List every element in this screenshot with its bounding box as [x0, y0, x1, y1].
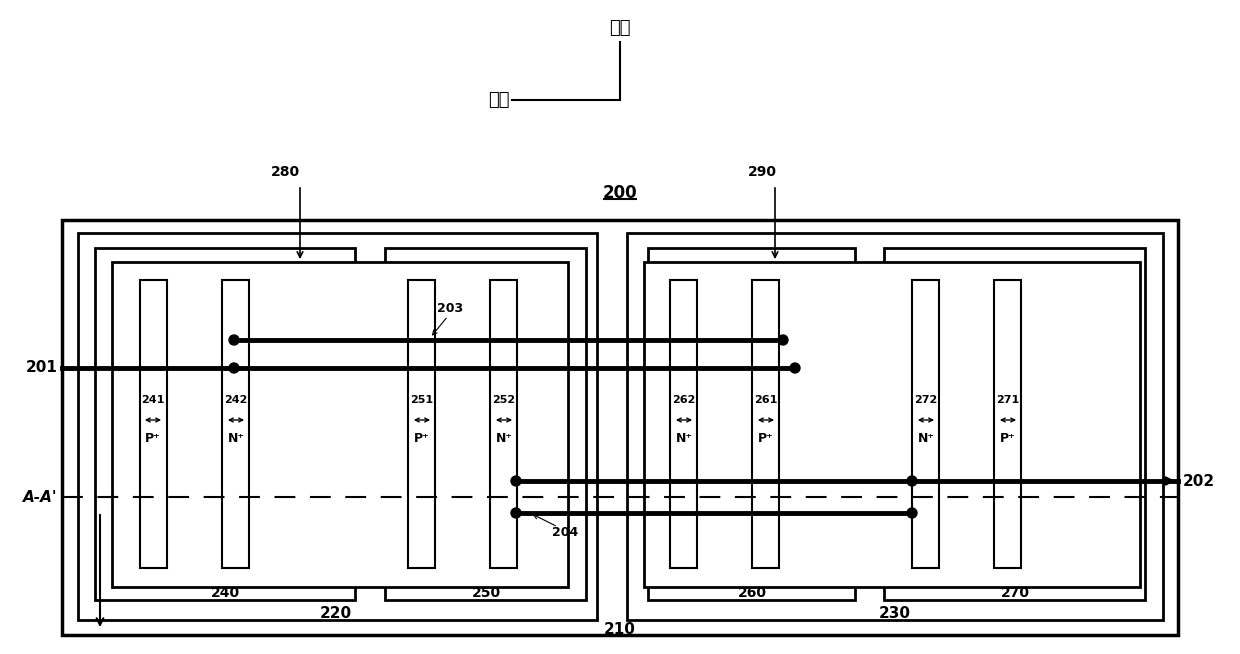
- Text: N⁺: N⁺: [918, 432, 935, 445]
- Text: 200: 200: [603, 184, 637, 202]
- Bar: [140, 280, 167, 568]
- Circle shape: [229, 335, 239, 345]
- Text: 272: 272: [914, 395, 937, 405]
- Circle shape: [511, 508, 521, 518]
- Text: A-A': A-A': [22, 489, 57, 504]
- Circle shape: [906, 508, 918, 518]
- Text: 203: 203: [436, 301, 463, 315]
- Bar: [670, 280, 697, 568]
- Text: 261: 261: [754, 395, 777, 405]
- Text: N⁺: N⁺: [496, 432, 512, 445]
- Bar: [95, 248, 355, 600]
- Circle shape: [790, 363, 800, 373]
- Circle shape: [777, 335, 787, 345]
- Text: 204: 204: [552, 526, 578, 540]
- Text: N⁺: N⁺: [676, 432, 692, 445]
- Text: 280: 280: [270, 165, 300, 179]
- Text: 252: 252: [492, 395, 516, 405]
- Bar: [62, 220, 1178, 635]
- Text: 262: 262: [672, 395, 696, 405]
- Text: 241: 241: [141, 395, 165, 405]
- Text: 纵向: 纵向: [609, 19, 631, 37]
- Text: 260: 260: [738, 586, 766, 600]
- Text: N⁺: N⁺: [227, 432, 244, 445]
- Text: 230: 230: [879, 606, 911, 621]
- Bar: [490, 280, 517, 568]
- Bar: [994, 280, 1021, 568]
- Text: 210: 210: [604, 621, 636, 636]
- Text: 270: 270: [1001, 586, 1029, 600]
- Text: P⁺: P⁺: [1001, 432, 1016, 445]
- Bar: [751, 280, 779, 568]
- Bar: [222, 280, 249, 568]
- Bar: [384, 248, 587, 600]
- Text: 290: 290: [748, 165, 776, 179]
- Text: 242: 242: [224, 395, 248, 405]
- Circle shape: [229, 363, 239, 373]
- Bar: [112, 262, 568, 587]
- Text: 251: 251: [410, 395, 434, 405]
- Bar: [649, 248, 856, 600]
- Text: 201: 201: [26, 360, 58, 375]
- Bar: [78, 233, 596, 620]
- Bar: [911, 280, 939, 568]
- Bar: [644, 262, 1140, 587]
- Text: 250: 250: [471, 586, 501, 600]
- Text: 240: 240: [211, 586, 239, 600]
- Text: P⁺: P⁺: [758, 432, 774, 445]
- Bar: [627, 233, 1163, 620]
- Text: 220: 220: [320, 606, 352, 621]
- Circle shape: [906, 476, 918, 486]
- Circle shape: [511, 476, 521, 486]
- Text: P⁺: P⁺: [414, 432, 430, 445]
- Text: 271: 271: [997, 395, 1019, 405]
- Text: P⁺: P⁺: [145, 432, 161, 445]
- Text: 202: 202: [1183, 473, 1215, 489]
- Text: 横向: 横向: [489, 91, 510, 109]
- Bar: [408, 280, 435, 568]
- Bar: [884, 248, 1145, 600]
